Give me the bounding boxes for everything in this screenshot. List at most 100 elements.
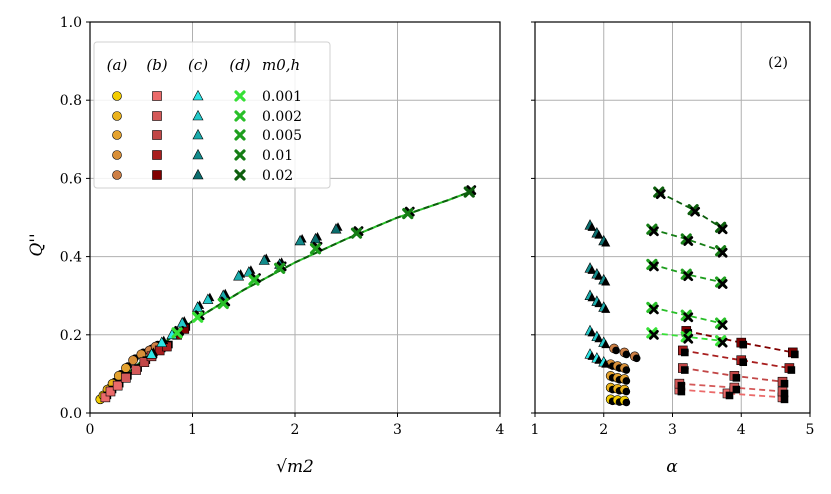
y-tick-label: 0.0 bbox=[60, 406, 82, 422]
data-point bbox=[202, 293, 214, 304]
x-tick-label: 3 bbox=[393, 422, 402, 438]
x-tick-label: 3 bbox=[668, 422, 677, 438]
data-point-shadow bbox=[681, 348, 689, 357]
legend-marker-a bbox=[112, 130, 122, 140]
data-point bbox=[100, 392, 111, 403]
data-point-shadow bbox=[725, 391, 734, 400]
data-point bbox=[128, 355, 138, 366]
data-point-shadow bbox=[681, 366, 689, 374]
data-point bbox=[258, 254, 270, 265]
data-point-shadow bbox=[648, 304, 659, 315]
legend-marker-c bbox=[192, 89, 204, 101]
legend-header-d: (d) bbox=[229, 56, 250, 74]
legend-marker-a bbox=[112, 150, 122, 160]
data-point-shadow bbox=[601, 359, 611, 368]
x-tick-label: 2 bbox=[291, 422, 300, 438]
axes-frame bbox=[89, 21, 501, 414]
right-xlabel: α bbox=[666, 457, 678, 477]
trend-line bbox=[658, 191, 722, 229]
data-point-shadow bbox=[683, 271, 694, 282]
data-point-shadow bbox=[677, 387, 686, 396]
data-point-shadow bbox=[601, 237, 611, 247]
data-point bbox=[330, 223, 342, 234]
data-point bbox=[217, 297, 229, 310]
data-point-shadow bbox=[717, 337, 728, 348]
data-point-shadow bbox=[683, 333, 694, 344]
data-point bbox=[121, 363, 131, 373]
data-point-shadow bbox=[677, 381, 686, 390]
legend-marker-b bbox=[152, 150, 162, 160]
data-point bbox=[350, 227, 363, 239]
legend-marker-b bbox=[152, 91, 162, 101]
panel-annotation: (2) bbox=[768, 55, 788, 71]
data-point-shadow bbox=[594, 230, 604, 239]
y-tick-label: 0.6 bbox=[60, 171, 82, 187]
data-point bbox=[121, 373, 131, 383]
legend-value-4: 0.02 bbox=[262, 168, 293, 184]
data-point-shadow bbox=[648, 329, 659, 340]
data-point-shadow bbox=[622, 377, 631, 385]
legend-marker-c bbox=[192, 168, 204, 180]
legend-marker-c bbox=[192, 109, 204, 121]
fit-line-dark bbox=[99, 189, 475, 402]
data-point bbox=[192, 311, 204, 323]
data-point-shadow bbox=[601, 339, 611, 349]
legend-value-3: 0.01 bbox=[262, 148, 293, 164]
data-point-shadow bbox=[594, 298, 604, 308]
legend-marker-c bbox=[192, 128, 204, 140]
data-point-shadow bbox=[717, 224, 728, 235]
data-point-shadow bbox=[683, 312, 694, 323]
data-point-shadow bbox=[648, 261, 659, 272]
data-point bbox=[233, 270, 245, 281]
data-point-shadow bbox=[717, 320, 728, 330]
trend-line bbox=[679, 388, 783, 399]
legend-marker-a bbox=[112, 170, 122, 180]
axes-frame bbox=[534, 21, 811, 414]
data-point-shadow bbox=[717, 247, 728, 258]
data-point-shadow bbox=[622, 366, 631, 374]
legend-header-b: (b) bbox=[146, 56, 167, 74]
data-point-shadow bbox=[587, 265, 597, 274]
x-tick-label: 1 bbox=[531, 422, 540, 438]
y-tick-label: 1.0 bbox=[60, 15, 82, 31]
trend-line bbox=[682, 349, 790, 369]
data-point-shadow bbox=[632, 354, 641, 363]
data-point-shadow bbox=[690, 206, 701, 217]
data-point bbox=[248, 274, 260, 286]
data-point-shadow bbox=[594, 333, 604, 343]
data-point bbox=[105, 386, 116, 397]
data-point-shadow bbox=[717, 279, 728, 289]
data-point-shadow bbox=[622, 398, 631, 407]
legend-value-1: 0.002 bbox=[262, 109, 302, 125]
data-point-shadow bbox=[780, 389, 789, 398]
data-point-shadow bbox=[587, 327, 597, 337]
legend: (a) (b) (c) (d) m0,h 0.001 0.002 0.005 0… bbox=[93, 41, 331, 189]
left-ylabel: Q'' bbox=[27, 233, 47, 256]
x-tick-label: 4 bbox=[496, 422, 505, 438]
data-point-shadow bbox=[587, 222, 597, 231]
data-point-shadow bbox=[612, 346, 620, 355]
data-point-shadow bbox=[622, 350, 631, 359]
legend-marker-a bbox=[112, 111, 122, 121]
fit-line-light bbox=[99, 189, 475, 402]
legend-header-c: (c) bbox=[188, 56, 208, 74]
x-tick-label: 0 bbox=[86, 422, 95, 438]
x-tick-label: 5 bbox=[806, 422, 815, 438]
data-point-shadow bbox=[601, 277, 611, 286]
legend-value-2: 0.005 bbox=[262, 128, 302, 144]
data-point-shadow bbox=[791, 350, 799, 359]
data-point-shadow bbox=[587, 292, 597, 302]
y-tick-label: 0.4 bbox=[60, 250, 82, 266]
data-point bbox=[156, 336, 168, 347]
data-point-shadow bbox=[655, 189, 666, 199]
y-tick-label: 0.8 bbox=[60, 93, 82, 109]
data-point-shadow bbox=[732, 374, 741, 382]
legend-marker-b bbox=[152, 111, 162, 121]
legend-marker-d bbox=[234, 169, 246, 181]
right-panel: 1 2 3 4 5 bbox=[531, 21, 815, 438]
trend-line bbox=[686, 330, 793, 354]
data-point bbox=[402, 207, 414, 220]
data-point-shadow bbox=[622, 387, 631, 396]
data-point bbox=[294, 234, 306, 246]
